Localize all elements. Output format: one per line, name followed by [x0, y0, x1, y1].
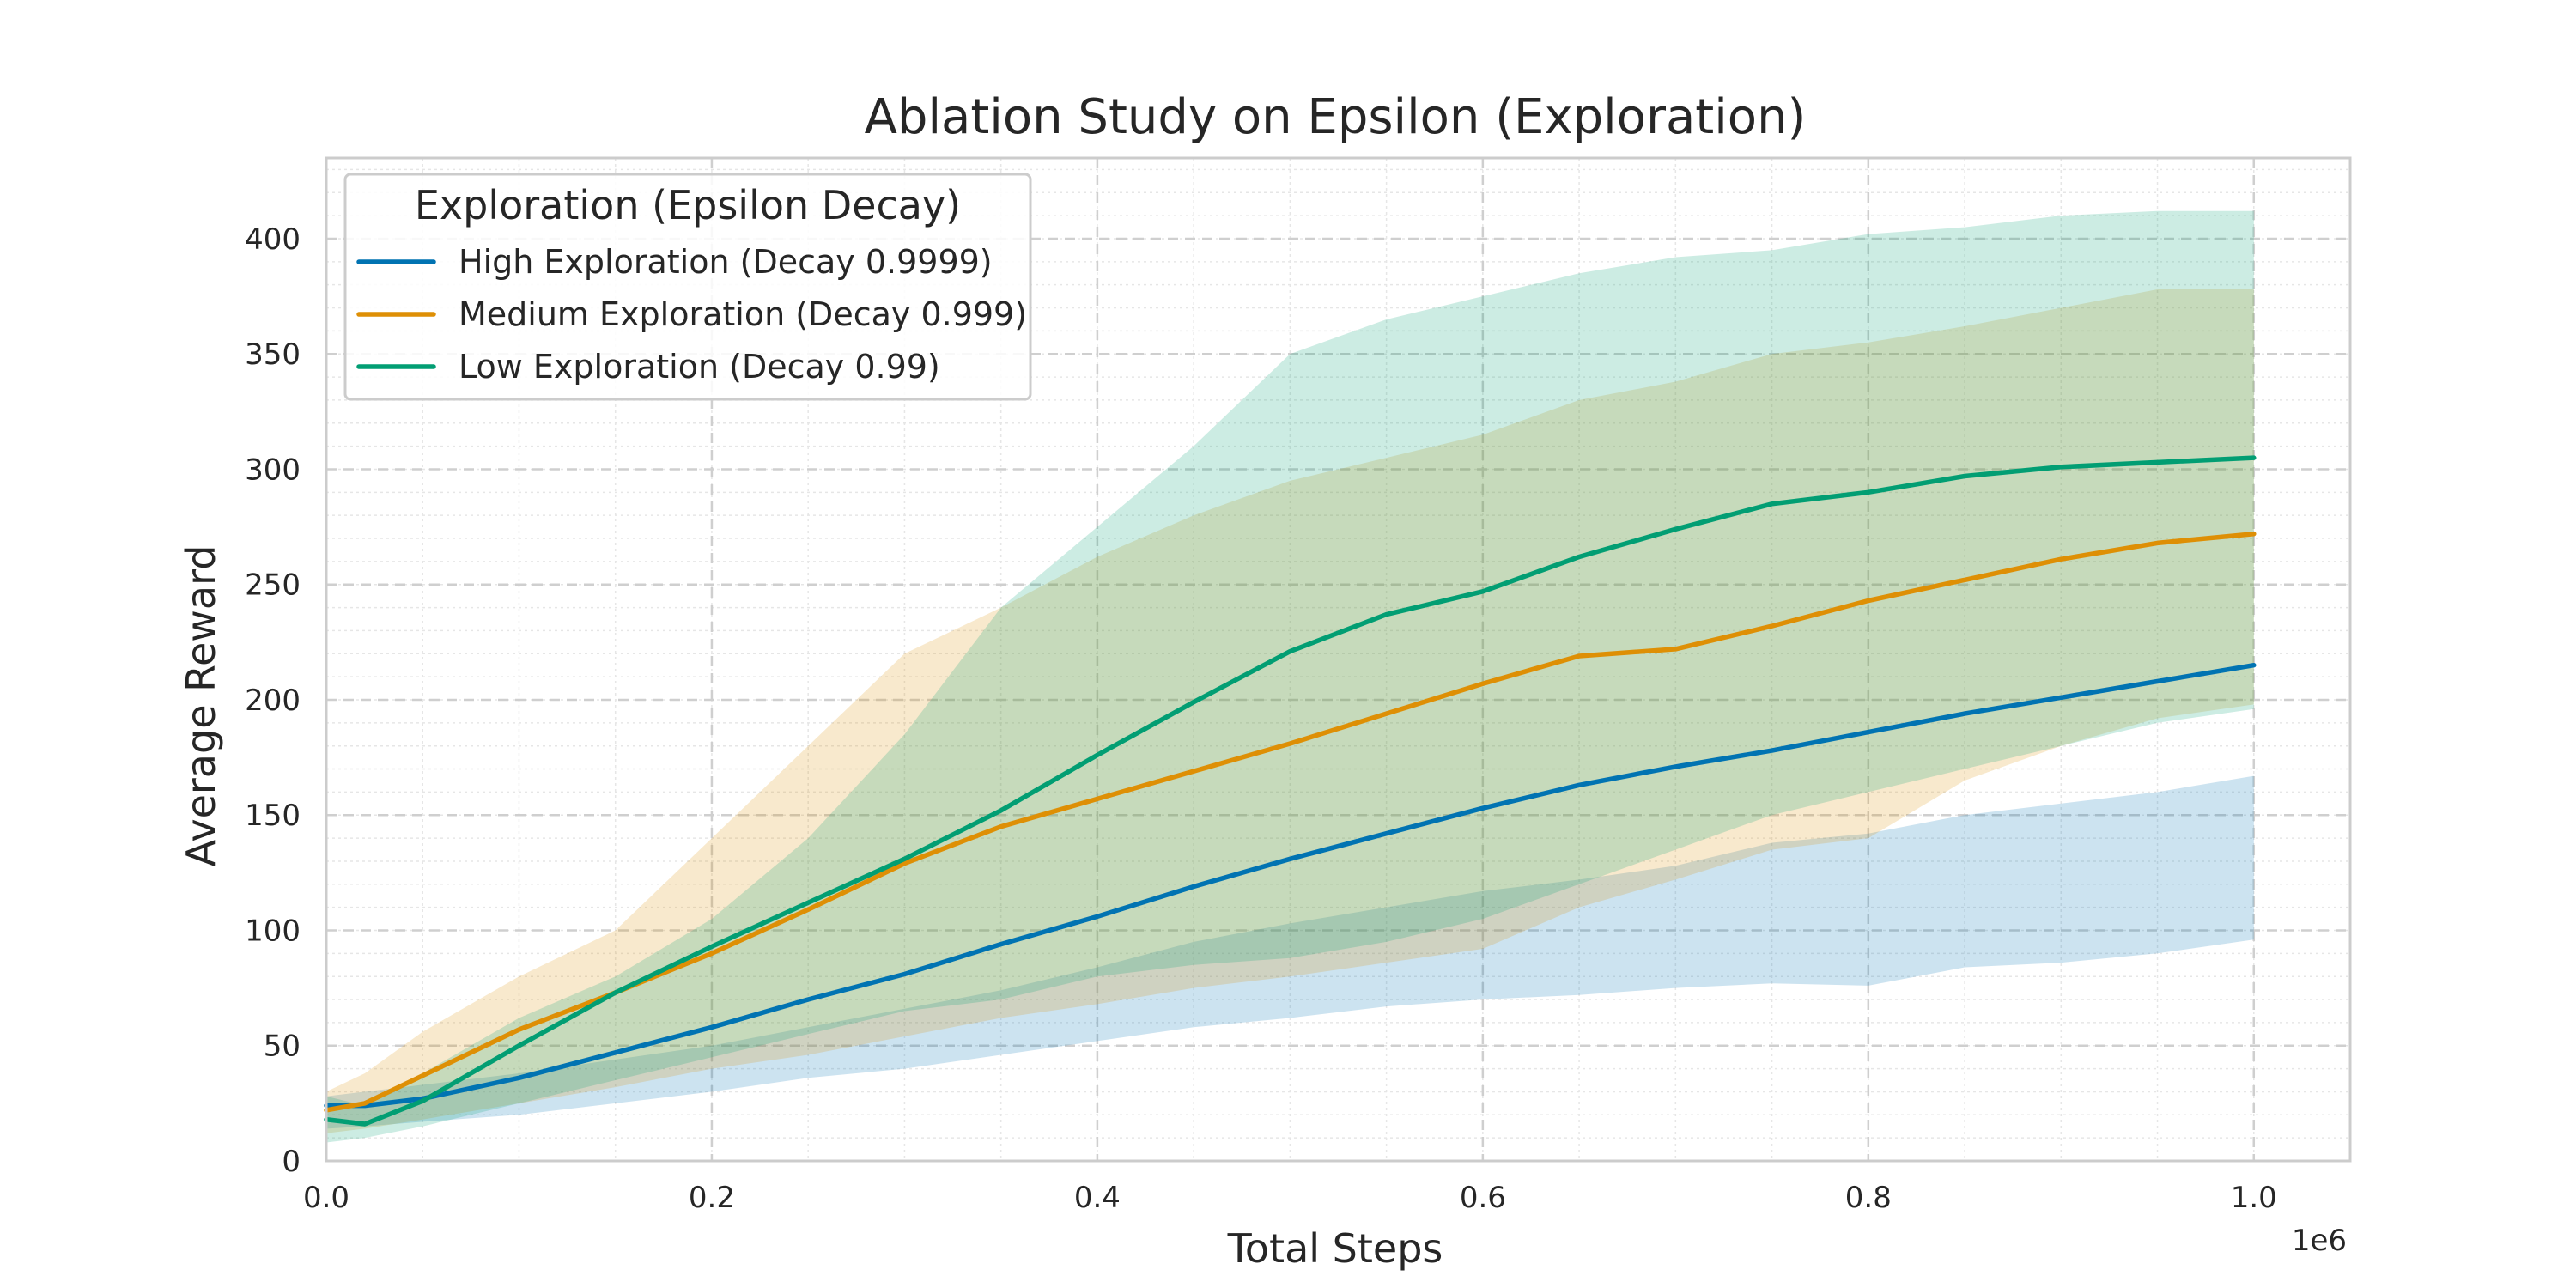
y-axis-ticks: 0 50 100 150 200 250 300 350 400 [245, 222, 301, 1179]
y-tick-label: 150 [245, 799, 301, 833]
series-line [324, 531, 2257, 1113]
x-tick-label: 0.0 [303, 1181, 349, 1215]
series-lines [324, 455, 2257, 1127]
confidence-band [326, 775, 2254, 1129]
x-axis-scale-label: 1e6 [2292, 1224, 2347, 1258]
x-tick-label: 0.6 [1460, 1181, 1506, 1215]
legend: Exploration (Epsilon Decay) High Explora… [343, 173, 1032, 401]
y-tick-label: 50 [264, 1030, 301, 1064]
y-tick-label: 200 [245, 683, 301, 718]
y-tick-label: 350 [245, 337, 301, 372]
x-tick-label: 1.0 [2231, 1181, 2277, 1215]
x-tick-label: 0.2 [689, 1181, 735, 1215]
plot-frame [325, 156, 2352, 1163]
legend-title: Exploration (Epsilon Decay) [415, 182, 961, 228]
confidence-band [326, 289, 2254, 1133]
x-axis-label: Total Steps [1227, 1225, 1443, 1272]
legend-label: Medium Exploration (Decay 0.999) [459, 295, 1027, 333]
legend-label: High Exploration (Decay 0.9999) [459, 243, 993, 281]
legend-entries: High Exploration (Decay 0.9999) Medium Ex… [356, 243, 1027, 386]
series-line [324, 662, 2257, 1109]
x-axis-ticks: 0.0 0.2 0.4 0.6 0.8 1.0 [303, 1181, 2277, 1215]
y-tick-label: 100 [245, 914, 301, 948]
legend-label: Low Exploration (Decay 0.99) [459, 348, 940, 386]
series-line [324, 455, 2257, 1127]
x-tick-label: 0.8 [1845, 1181, 1892, 1215]
y-tick-label: 250 [245, 568, 301, 603]
chart-title: Ablation Study on Epsilon (Exploration) [865, 89, 1807, 145]
x-tick-label: 0.4 [1074, 1181, 1121, 1215]
legend-box [343, 173, 1032, 401]
y-tick-label: 300 [245, 453, 301, 487]
y-tick-label: 400 [245, 222, 301, 257]
y-axis-label: Average Reward [178, 545, 224, 867]
y-tick-label: 0 [282, 1145, 301, 1179]
